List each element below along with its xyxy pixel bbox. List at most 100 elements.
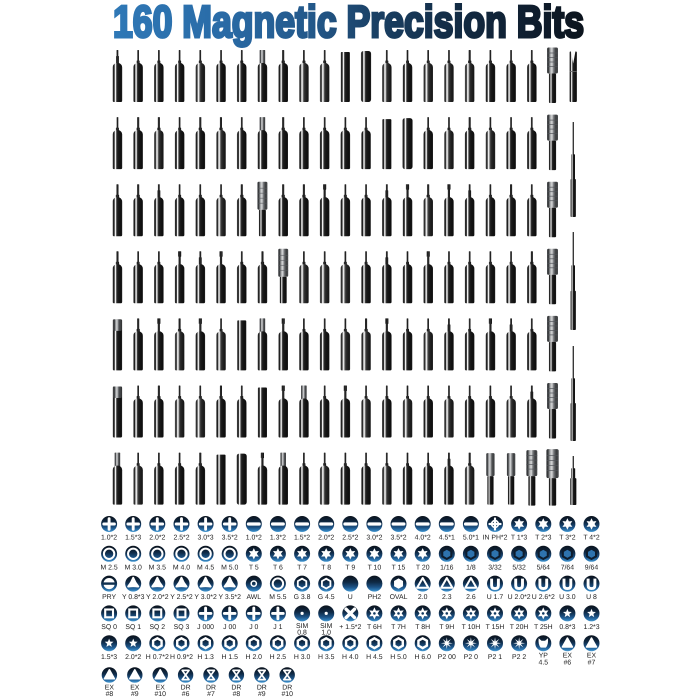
svg-text:2.6: 2.6 [466, 594, 476, 601]
svg-text:T 6: T 6 [273, 564, 283, 571]
svg-text:U 1.7: U 1.7 [487, 594, 504, 601]
svg-text:T 8H: T 8H [415, 624, 430, 631]
svg-text:EX: EX [130, 684, 140, 691]
svg-text:Y 3.0*2: Y 3.0*2 [194, 594, 217, 601]
svg-text:J 00: J 00 [223, 624, 236, 631]
svg-text:P2 0: P2 0 [464, 654, 478, 661]
svg-text:#6: #6 [564, 659, 572, 666]
svg-text:H 0.7*2: H 0.7*2 [146, 654, 169, 661]
svg-text:3.0*3: 3.0*3 [198, 535, 214, 542]
svg-text:0.8: 0.8 [297, 630, 307, 637]
svg-text:SQ 1: SQ 1 [125, 624, 141, 631]
svg-text:M 3.5: M 3.5 [149, 564, 166, 571]
svg-text:DR: DR [181, 684, 191, 691]
svg-text:Y 2.5*2: Y 2.5*2 [170, 594, 193, 601]
svg-text:H 6.0: H 6.0 [414, 654, 431, 661]
svg-text:G 3.8: G 3.8 [294, 594, 311, 601]
svg-text:EX: EX [105, 684, 115, 691]
svg-text:H 3.0: H 3.0 [294, 654, 311, 661]
svg-text:T 15: T 15 [392, 564, 406, 571]
svg-text:SIM: SIM [320, 623, 333, 630]
svg-text:#9: #9 [258, 691, 266, 698]
svg-text:#10: #10 [281, 691, 293, 698]
svg-text:J 0: J 0 [249, 624, 258, 631]
svg-text:1.0*2: 1.0*2 [101, 535, 117, 542]
svg-text:5/32: 5/32 [512, 564, 526, 571]
svg-text:H 4.0: H 4.0 [342, 654, 359, 661]
svg-text:AWL: AWL [246, 594, 261, 601]
svg-text:#7: #7 [588, 659, 596, 666]
svg-text:M 3.0: M 3.0 [125, 564, 142, 571]
svg-text:T 6H: T 6H [367, 624, 382, 631]
svg-text:DR: DR [206, 684, 216, 691]
svg-text:T 1*3: T 1*3 [511, 535, 528, 542]
svg-text:P2 2: P2 2 [512, 654, 526, 661]
svg-text:#9: #9 [131, 691, 139, 698]
svg-text:T 5: T 5 [249, 564, 259, 571]
svg-text:2.0: 2.0 [418, 594, 428, 601]
svg-text:1.5*3: 1.5*3 [101, 654, 117, 661]
svg-text:DR: DR [282, 684, 292, 691]
svg-text:U 2.6*2: U 2.6*2 [532, 594, 555, 601]
svg-text:160 Magnetic Precision Bits: 160 Magnetic Precision Bits [113, 0, 584, 47]
svg-text:5/64: 5/64 [537, 564, 551, 571]
svg-text:H 2.5: H 2.5 [270, 654, 287, 661]
svg-text:Y 0.8*3: Y 0.8*3 [122, 594, 145, 601]
svg-text:EX: EX [563, 653, 573, 660]
svg-text:J 1: J 1 [273, 624, 282, 631]
svg-text:P2 00: P2 00 [438, 654, 456, 661]
svg-text:4.5*1: 4.5*1 [439, 535, 455, 542]
svg-text:2.5*2: 2.5*2 [342, 535, 358, 542]
svg-text:EX: EX [156, 684, 166, 691]
svg-text:M 4.0: M 4.0 [173, 564, 190, 571]
svg-text:H 2.0: H 2.0 [246, 654, 263, 661]
svg-text:#7: #7 [207, 691, 215, 698]
svg-text:SIM: SIM [296, 623, 309, 630]
svg-text:Y 3.5*2: Y 3.5*2 [218, 594, 241, 601]
svg-text:2.0*2: 2.0*2 [125, 654, 141, 661]
svg-text:1.3*2: 1.3*2 [270, 535, 286, 542]
svg-text:0.8*3: 0.8*3 [559, 624, 575, 631]
svg-text:1/8: 1/8 [466, 564, 476, 571]
svg-text:H 3.5: H 3.5 [318, 654, 335, 661]
svg-text:2.5*2: 2.5*2 [173, 535, 189, 542]
svg-text:M 4.5: M 4.5 [197, 564, 214, 571]
svg-text:T 9: T 9 [345, 564, 355, 571]
svg-text:H 5.0: H 5.0 [390, 654, 407, 661]
svg-text:T 4*2: T 4*2 [583, 535, 600, 542]
svg-text:1.0*2: 1.0*2 [246, 535, 262, 542]
svg-text:U 8: U 8 [586, 594, 597, 601]
svg-text:SQ 3: SQ 3 [174, 624, 190, 631]
svg-text:H 1.3: H 1.3 [197, 654, 214, 661]
svg-text:T 20H: T 20H [510, 624, 529, 631]
svg-text:PRY: PRY [102, 594, 116, 601]
svg-text:+ 1.5*2: + 1.5*2 [339, 624, 361, 631]
svg-text:1/16: 1/16 [440, 564, 454, 571]
svg-text:G 4.5: G 4.5 [318, 594, 335, 601]
svg-text:DR: DR [257, 684, 267, 691]
svg-text:T 15H: T 15H [486, 624, 505, 631]
svg-text:T 25H: T 25H [534, 624, 553, 631]
svg-text:U 2.0*2: U 2.0*2 [508, 594, 531, 601]
svg-text:2.0*2: 2.0*2 [318, 535, 334, 542]
svg-text:T 2*3: T 2*3 [535, 535, 552, 542]
svg-text:1.5*3: 1.5*3 [125, 535, 141, 542]
svg-text:IN PH*2: IN PH*2 [483, 535, 508, 542]
svg-text:PH2: PH2 [368, 594, 382, 601]
svg-text:3.0*2: 3.0*2 [366, 535, 382, 542]
svg-text:M 5.0: M 5.0 [221, 564, 238, 571]
svg-text:U 3.0: U 3.0 [559, 594, 576, 601]
svg-text:#10: #10 [154, 691, 166, 698]
svg-text:#6: #6 [182, 691, 190, 698]
svg-text:M 5.5: M 5.5 [269, 594, 286, 601]
svg-text:3/32: 3/32 [488, 564, 502, 571]
svg-text:4.0*2: 4.0*2 [415, 535, 431, 542]
svg-text:#8: #8 [106, 691, 114, 698]
svg-text:T 10H: T 10H [462, 624, 481, 631]
svg-text:1.2*3: 1.2*3 [583, 624, 599, 631]
svg-text:DR: DR [231, 684, 241, 691]
svg-text:1.0: 1.0 [321, 630, 331, 637]
svg-text:EX: EX [587, 653, 597, 660]
svg-text:H 4.5: H 4.5 [366, 654, 383, 661]
svg-text:2.0*2: 2.0*2 [149, 535, 165, 542]
